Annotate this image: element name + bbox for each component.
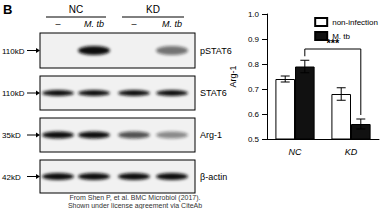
svg-text:Arg-1: Arg-1 <box>228 65 238 87</box>
svg-text:42kD: 42kD <box>2 173 21 182</box>
svg-text:0.6: 0.6 <box>248 110 260 119</box>
svg-text:Shown under license agreement: Shown under license agreement via CiteAb <box>68 202 202 209</box>
svg-text:1.0: 1.0 <box>248 10 260 19</box>
svg-text:M. tb: M. tb <box>162 19 182 29</box>
svg-text:M. tb: M. tb <box>332 31 350 41</box>
svg-text:0.7: 0.7 <box>248 85 260 94</box>
svg-text:B: B <box>3 2 12 17</box>
svg-text:110kD: 110kD <box>2 89 25 98</box>
svg-text:NC: NC <box>289 147 302 157</box>
svg-text:β-actin: β-actin <box>200 172 227 182</box>
svg-text:0.5: 0.5 <box>248 135 260 144</box>
svg-text:STAT6: STAT6 <box>200 88 227 98</box>
svg-text:Arg-1: Arg-1 <box>200 130 222 140</box>
svg-text:non-infection: non-infection <box>332 18 378 27</box>
svg-text:–: – <box>55 19 60 29</box>
svg-text:0.9: 0.9 <box>248 35 260 44</box>
svg-text:KD: KD <box>146 4 160 15</box>
svg-text:0.8: 0.8 <box>248 60 260 69</box>
svg-text:From Shen P, et al. BMC Microb: From Shen P, et al. BMC Microbiol (2017)… <box>70 194 201 202</box>
svg-text:35kD: 35kD <box>2 131 21 140</box>
svg-text:110kD: 110kD <box>2 47 25 56</box>
svg-text:KD: KD <box>345 147 358 157</box>
svg-text:M. tb: M. tb <box>84 19 104 29</box>
svg-text:pSTAT6: pSTAT6 <box>200 46 232 56</box>
svg-text:NC: NC <box>69 4 83 15</box>
svg-text:***: *** <box>326 37 340 49</box>
svg-text:–: – <box>131 19 136 29</box>
